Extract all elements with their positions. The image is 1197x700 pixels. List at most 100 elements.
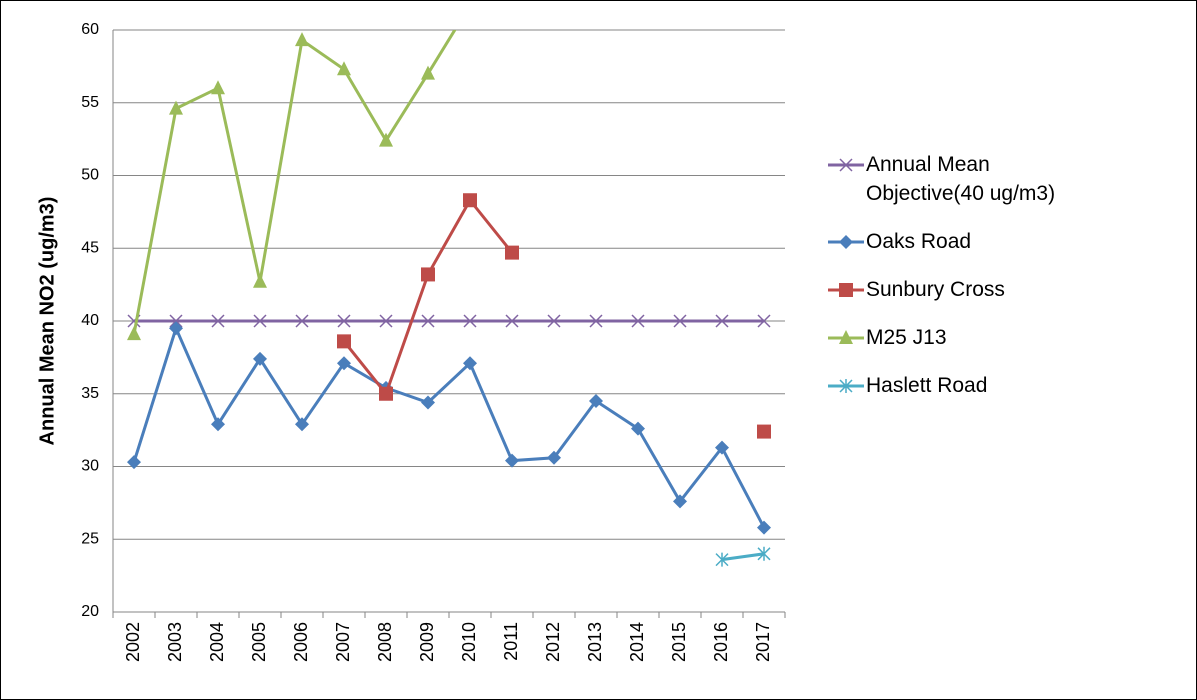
y-tick-label: 25: [81, 530, 99, 547]
data-point: [253, 351, 267, 366]
legend-item: M25 J13: [828, 323, 1108, 352]
data-point: [169, 100, 183, 115]
legend-label: Oaks Road: [866, 230, 972, 253]
data-point: [589, 314, 603, 328]
data-point: [589, 394, 603, 409]
x-tick-label: 2015: [669, 622, 689, 662]
y-tick-label: 30: [81, 458, 99, 475]
legend-item: Annual Mean Objective(40 ug/m3): [828, 150, 1108, 208]
legend-item: Haslett Road: [828, 371, 1108, 400]
legend-label: Annual Mean Objective(40 ug/m3): [866, 153, 1056, 205]
data-point: [211, 314, 225, 328]
data-point: [421, 314, 435, 328]
x-tick-label: 2002: [123, 622, 143, 662]
data-point: [547, 314, 561, 328]
series-line: [344, 200, 764, 431]
x-tick-label: 2005: [249, 622, 269, 662]
data-point: [253, 314, 267, 328]
x-tick-label: 2017: [753, 622, 773, 662]
legend-marker: [839, 283, 853, 297]
data-point: [169, 321, 183, 336]
legend-item: Oaks Road: [828, 227, 1108, 256]
x-tick-label: 2013: [585, 622, 605, 662]
legend-marker: [839, 330, 853, 344]
data-point: [127, 455, 141, 470]
data-point: [715, 314, 729, 328]
data-point: [337, 314, 351, 328]
data-point: [463, 193, 477, 208]
legend-icon: [828, 235, 864, 249]
data-point: [673, 314, 687, 328]
x-tick-label: 2012: [543, 622, 563, 662]
legend-label: Haslett Road: [866, 374, 988, 397]
data-point: [211, 80, 225, 95]
legend-icon: [828, 158, 864, 172]
y-tick-label: 45: [81, 239, 99, 256]
x-tick-label: 2003: [165, 622, 185, 662]
series-line: [132, 324, 766, 529]
data-point: [295, 417, 309, 432]
legend: Annual Mean Objective(40 ug/m3) Oaks Road…: [828, 150, 1108, 419]
legend-icon: [828, 330, 864, 344]
series-line: [721, 552, 765, 562]
data-point: [253, 273, 267, 288]
y-tick-label: 35: [81, 385, 99, 402]
data-point: [337, 334, 351, 349]
data-point: [169, 314, 183, 328]
data-point: [715, 552, 729, 567]
x-tick-label: 2011: [501, 622, 521, 661]
data-point: [757, 520, 771, 535]
data-point: [379, 132, 393, 147]
legend-label: Sunbury Cross: [866, 278, 1005, 301]
y-tick-label: 55: [81, 94, 99, 111]
data-point: [421, 65, 435, 80]
data-point: [547, 450, 561, 465]
data-point: [421, 395, 435, 410]
plot-area: [127, 0, 771, 567]
data-point: [757, 424, 771, 439]
data-point: [505, 453, 519, 468]
legend-label: M25 J13: [866, 326, 947, 349]
data-point: [337, 61, 351, 76]
data-point: [505, 314, 519, 328]
data-point: [337, 356, 351, 371]
data-point: [295, 32, 309, 47]
legend-marker: [839, 379, 853, 393]
data-point: [211, 417, 225, 432]
legend-icon: [828, 283, 864, 297]
data-point: [757, 546, 771, 561]
y-tick-label: 60: [81, 21, 99, 38]
x-tick-label: 2016: [711, 622, 731, 662]
legend-marker: [839, 235, 853, 249]
data-point: [463, 0, 477, 11]
data-point: [379, 386, 393, 401]
x-tick-label: 2010: [459, 622, 479, 662]
data-point: [673, 494, 687, 509]
data-point: [463, 356, 477, 371]
legend-icon: [828, 379, 864, 393]
data-point: [715, 440, 729, 455]
y-axis-label: Annual Mean NO2 (ug/m3): [36, 197, 58, 446]
x-tick-label: 2014: [627, 622, 647, 662]
y-tick-label: 50: [81, 167, 99, 184]
series-line: [132, 30, 457, 335]
x-tick-label: 2004: [207, 622, 227, 662]
data-point: [631, 421, 645, 436]
data-point: [505, 245, 519, 260]
x-tick-label: 2007: [333, 622, 353, 662]
x-tick-label: 2006: [291, 622, 311, 662]
legend-item: Sunbury Cross: [828, 275, 1108, 304]
data-point: [421, 267, 435, 282]
data-point: [463, 314, 477, 328]
data-point: [631, 314, 645, 328]
data-point: [295, 314, 309, 328]
data-point: [379, 314, 393, 328]
x-tick-label: 2008: [375, 622, 395, 662]
y-tick-label: 40: [81, 312, 99, 329]
y-tick-label: 20: [81, 603, 99, 620]
data-point: [127, 326, 141, 341]
data-point: [757, 314, 771, 328]
x-tick-label: 2009: [417, 622, 437, 662]
